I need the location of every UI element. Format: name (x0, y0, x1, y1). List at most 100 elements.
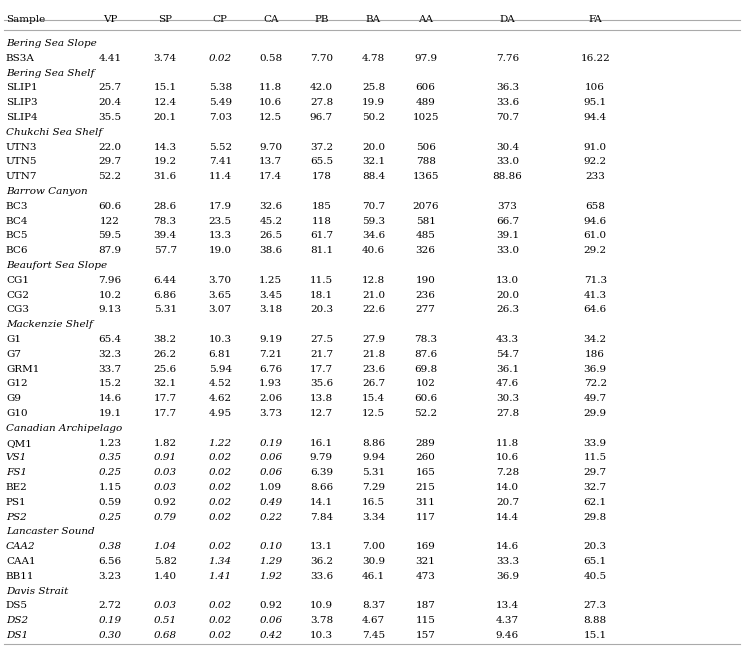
Text: 8.88: 8.88 (583, 616, 607, 626)
Text: 52.2: 52.2 (98, 172, 122, 181)
Text: 581: 581 (416, 217, 435, 225)
Text: 54.7: 54.7 (496, 350, 519, 359)
Text: 15.4: 15.4 (362, 395, 385, 403)
Text: 260: 260 (416, 454, 435, 462)
Text: 31.6: 31.6 (153, 172, 177, 181)
Text: 0.03: 0.03 (153, 483, 177, 492)
Text: SP: SP (158, 15, 172, 24)
Text: 3.74: 3.74 (153, 53, 177, 62)
Text: 60.6: 60.6 (98, 202, 122, 211)
Text: 1.41: 1.41 (208, 572, 232, 581)
Text: 17.4: 17.4 (259, 172, 283, 181)
Text: SLIP3: SLIP3 (6, 98, 38, 107)
Text: 11.8: 11.8 (259, 83, 283, 92)
Text: 33.3: 33.3 (496, 557, 519, 566)
Text: CG2: CG2 (6, 290, 29, 299)
Text: 7.29: 7.29 (362, 483, 385, 492)
Text: 69.8: 69.8 (414, 365, 437, 374)
Text: 6.44: 6.44 (153, 276, 177, 284)
Text: 20.0: 20.0 (496, 290, 519, 299)
Text: 7.00: 7.00 (362, 542, 385, 551)
Text: 14.3: 14.3 (153, 143, 177, 152)
Text: BB11: BB11 (6, 572, 34, 581)
Text: 1.40: 1.40 (153, 572, 177, 581)
Text: 7.41: 7.41 (208, 158, 232, 167)
Text: 3.70: 3.70 (208, 276, 232, 284)
Text: 3.23: 3.23 (98, 572, 122, 581)
Text: 39.1: 39.1 (496, 231, 519, 240)
Text: 15.1: 15.1 (153, 83, 177, 92)
Text: 7.28: 7.28 (496, 468, 519, 477)
Text: 27.9: 27.9 (362, 335, 385, 344)
Text: 36.9: 36.9 (583, 365, 607, 374)
Text: 7.21: 7.21 (259, 350, 283, 359)
Text: 1.25: 1.25 (259, 276, 283, 284)
Text: Chukchi Sea Shelf: Chukchi Sea Shelf (6, 128, 102, 137)
Text: 12.5: 12.5 (362, 409, 385, 418)
Text: 8.86: 8.86 (362, 439, 385, 448)
Text: 19.2: 19.2 (153, 158, 177, 167)
Text: 0.42: 0.42 (259, 631, 283, 640)
Text: 102: 102 (416, 380, 435, 389)
Text: 72.2: 72.2 (583, 380, 607, 389)
Text: 37.2: 37.2 (310, 143, 333, 152)
Text: 9.79: 9.79 (310, 454, 333, 462)
Text: 49.7: 49.7 (583, 395, 607, 403)
Text: 61.0: 61.0 (583, 231, 607, 240)
Text: 3.65: 3.65 (208, 290, 232, 299)
Text: 96.7: 96.7 (310, 113, 333, 122)
Text: 22.0: 22.0 (98, 143, 122, 152)
Text: BC6: BC6 (6, 246, 28, 255)
Text: 118: 118 (312, 217, 331, 225)
Text: 38.6: 38.6 (259, 246, 283, 255)
Text: 15.1: 15.1 (583, 631, 607, 640)
Text: 7.03: 7.03 (208, 113, 232, 122)
Text: 61.7: 61.7 (310, 231, 333, 240)
Text: 28.6: 28.6 (153, 202, 177, 211)
Text: 16.5: 16.5 (362, 498, 385, 507)
Text: 40.5: 40.5 (583, 572, 607, 581)
Text: 23.6: 23.6 (362, 365, 385, 374)
Text: 788: 788 (416, 158, 435, 167)
Text: 2.06: 2.06 (259, 395, 283, 403)
Text: 1.82: 1.82 (153, 439, 177, 448)
Text: 1.34: 1.34 (208, 557, 232, 566)
Text: 1.04: 1.04 (153, 542, 177, 551)
Text: 26.3: 26.3 (496, 305, 519, 314)
Text: 0.02: 0.02 (208, 512, 232, 521)
Text: PS1: PS1 (6, 498, 27, 507)
Text: 1365: 1365 (412, 172, 439, 181)
Text: 43.3: 43.3 (496, 335, 519, 344)
Text: 3.07: 3.07 (208, 305, 232, 314)
Text: G12: G12 (6, 380, 28, 389)
Text: 62.1: 62.1 (583, 498, 607, 507)
Text: 0.02: 0.02 (208, 454, 232, 462)
Text: 9.13: 9.13 (98, 305, 122, 314)
Text: 0.02: 0.02 (208, 542, 232, 551)
Text: 0.22: 0.22 (259, 512, 283, 521)
Text: 1.22: 1.22 (208, 439, 232, 448)
Text: 14.4: 14.4 (496, 512, 519, 521)
Text: 0.02: 0.02 (208, 468, 232, 477)
Text: 30.4: 30.4 (496, 143, 519, 152)
Text: 0.58: 0.58 (259, 53, 283, 62)
Text: 16.1: 16.1 (310, 439, 333, 448)
Text: DS1: DS1 (6, 631, 28, 640)
Text: 30.3: 30.3 (496, 395, 519, 403)
Text: PS2: PS2 (6, 512, 27, 521)
Text: 289: 289 (416, 439, 435, 448)
Text: 20.7: 20.7 (496, 498, 519, 507)
Text: 65.1: 65.1 (583, 557, 607, 566)
Text: 81.1: 81.1 (310, 246, 333, 255)
Text: 0.02: 0.02 (208, 602, 232, 611)
Text: Lancaster Sound: Lancaster Sound (6, 527, 94, 536)
Text: 64.6: 64.6 (583, 305, 607, 314)
Text: 187: 187 (416, 602, 435, 611)
Text: 9.94: 9.94 (362, 454, 385, 462)
Text: 25.7: 25.7 (98, 83, 122, 92)
Text: 97.9: 97.9 (414, 53, 437, 62)
Text: 19.1: 19.1 (98, 409, 122, 418)
Text: 65.4: 65.4 (98, 335, 122, 344)
Text: 21.8: 21.8 (362, 350, 385, 359)
Text: BS3A: BS3A (6, 53, 35, 62)
